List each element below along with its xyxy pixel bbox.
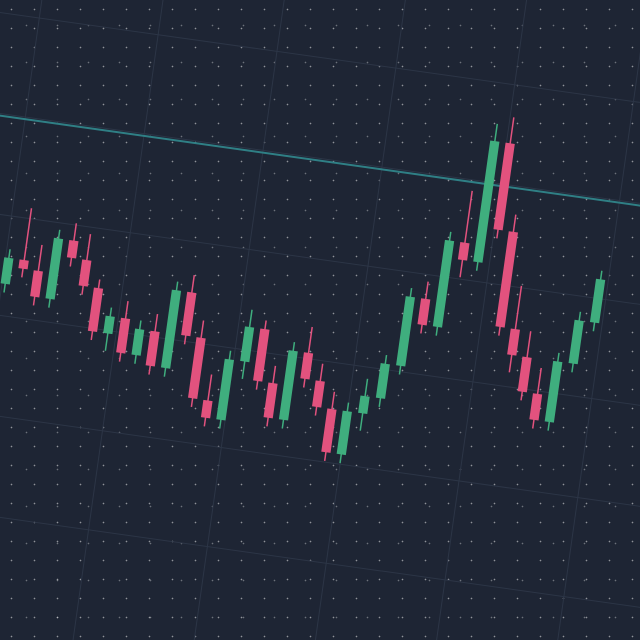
candle-body — [529, 393, 543, 421]
candle-body — [507, 328, 520, 356]
candle-body — [30, 270, 43, 298]
candle-body — [216, 358, 234, 421]
candle-body — [263, 382, 278, 419]
candle-body — [66, 239, 79, 259]
candle-body — [300, 352, 314, 380]
candle-body — [240, 326, 255, 363]
candle-body — [78, 259, 92, 287]
candle-body — [312, 380, 325, 408]
candle-body — [417, 298, 431, 326]
candle-body — [457, 242, 470, 261]
candle-body — [396, 296, 415, 367]
candle-body — [517, 356, 532, 393]
candle-body — [336, 410, 352, 456]
candle-body — [589, 278, 606, 324]
candle-body — [116, 317, 131, 354]
candle-body — [568, 319, 584, 365]
candle-body — [131, 328, 145, 356]
candle-body — [375, 363, 390, 399]
candle-body — [200, 399, 213, 419]
candle-body — [495, 231, 519, 328]
candle-body — [160, 289, 182, 369]
candle-body — [544, 360, 563, 423]
candle-body — [253, 328, 270, 382]
candle-body — [493, 142, 515, 231]
candle-body — [432, 239, 455, 328]
candle-body — [87, 287, 104, 332]
candle-body — [45, 237, 64, 300]
candle-body — [0, 257, 14, 285]
candle-body — [321, 408, 337, 453]
candle-wick — [459, 190, 473, 278]
reference-line — [0, 98, 640, 226]
candle-body — [358, 395, 370, 415]
candle-body — [188, 337, 206, 399]
candle-body — [473, 140, 500, 263]
candle-body — [181, 291, 197, 337]
candle-body — [103, 315, 115, 335]
candle-body — [278, 350, 298, 421]
candle-body — [145, 330, 160, 367]
candle-body — [18, 259, 29, 270]
